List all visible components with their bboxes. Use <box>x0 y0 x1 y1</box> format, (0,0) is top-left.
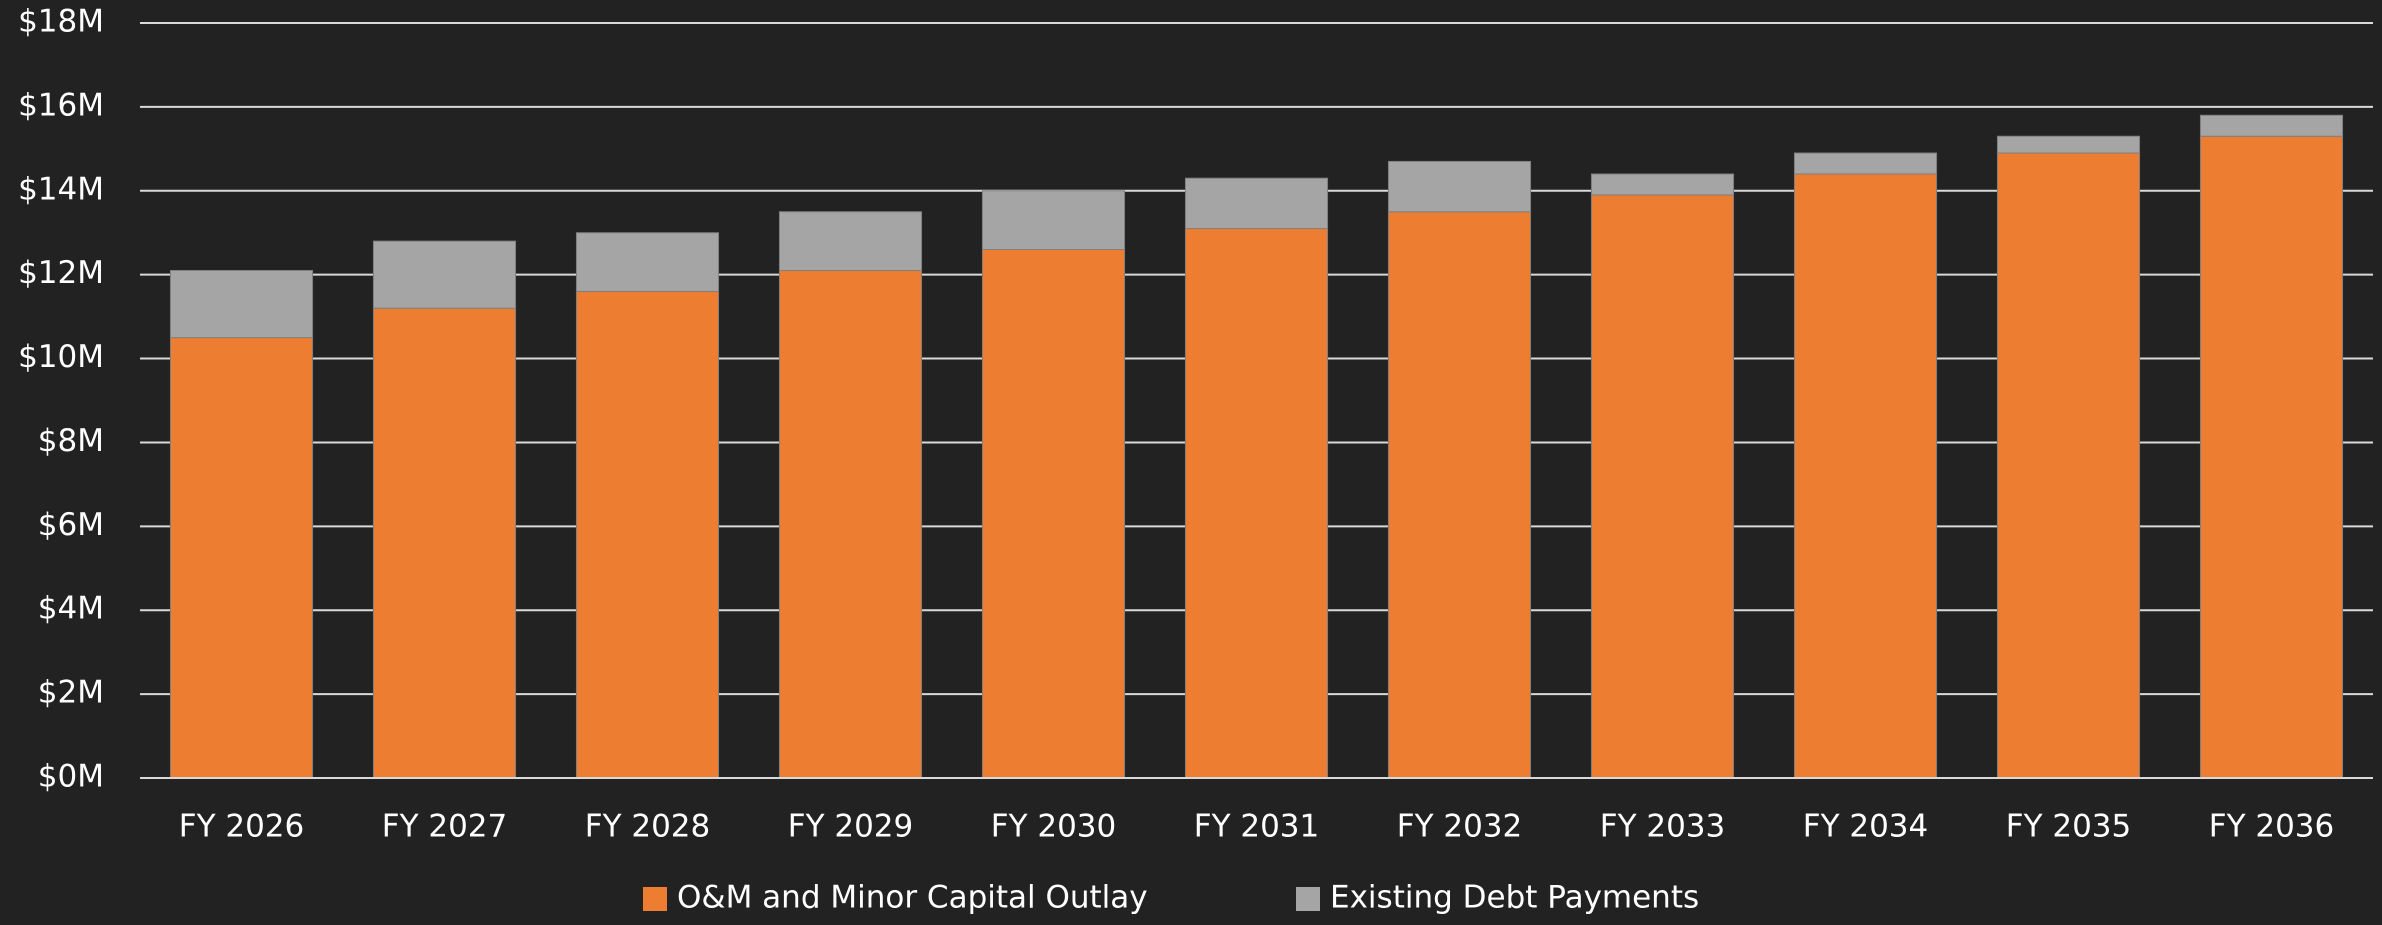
legend-swatch <box>1296 887 1320 911</box>
y-tick-label: $8M <box>38 423 104 459</box>
x-tick-label: FY 2032 <box>1397 809 1523 845</box>
x-tick-label: FY 2033 <box>1600 809 1726 845</box>
bar-segment <box>1996 135 2141 154</box>
bar-segment <box>575 232 720 292</box>
y-tick-label: $6M <box>38 507 104 543</box>
bar-segment <box>1590 173 1735 196</box>
bar-segment <box>1387 211 1532 779</box>
x-tick-label: FY 2031 <box>1194 809 1320 845</box>
bar-segment <box>2199 114 2344 137</box>
bar-segment <box>1793 173 1938 779</box>
bar-segment <box>981 249 1126 779</box>
bar-segment <box>1590 194 1735 779</box>
bar-segment <box>575 290 720 779</box>
bar-segment <box>778 269 923 779</box>
x-tick-label: FY 2036 <box>2209 809 2335 845</box>
y-tick-label: $14M <box>18 171 104 207</box>
bar-segment <box>169 269 314 339</box>
y-tick-label: $0M <box>38 759 104 795</box>
x-tick-label: FY 2028 <box>585 809 711 845</box>
x-tick-label: FY 2029 <box>788 809 914 845</box>
legend-label: Existing Debt Payments <box>1330 880 1699 916</box>
x-tick-label: FY 2026 <box>179 809 305 845</box>
bar-segment <box>1793 152 1938 175</box>
bar-segment <box>778 211 923 271</box>
x-tick-label: FY 2034 <box>1803 809 1929 845</box>
y-tick-label: $10M <box>18 339 104 375</box>
y-tick-label: $16M <box>18 87 104 123</box>
legend-swatch <box>643 887 667 911</box>
x-tick-label: FY 2030 <box>991 809 1117 845</box>
y-tick-label: $18M <box>18 4 104 40</box>
bar-segment <box>2199 135 2344 779</box>
bar-segment <box>169 337 314 779</box>
bar-segment <box>1184 177 1329 230</box>
bar-segment <box>1184 228 1329 779</box>
legend-label: O&M and Minor Capital Outlay <box>677 880 1148 916</box>
x-tick-label: FY 2027 <box>382 809 508 845</box>
bar-segment <box>981 190 1126 250</box>
bar-segment <box>372 307 517 779</box>
bar-segment <box>372 240 517 309</box>
x-tick-label: FY 2035 <box>2006 809 2132 845</box>
y-tick-label: $2M <box>38 675 104 711</box>
y-tick-label: $12M <box>18 255 104 291</box>
bar-segment <box>1996 152 2141 779</box>
bar-segment <box>1387 160 1532 213</box>
y-tick-label: $4M <box>38 591 104 627</box>
